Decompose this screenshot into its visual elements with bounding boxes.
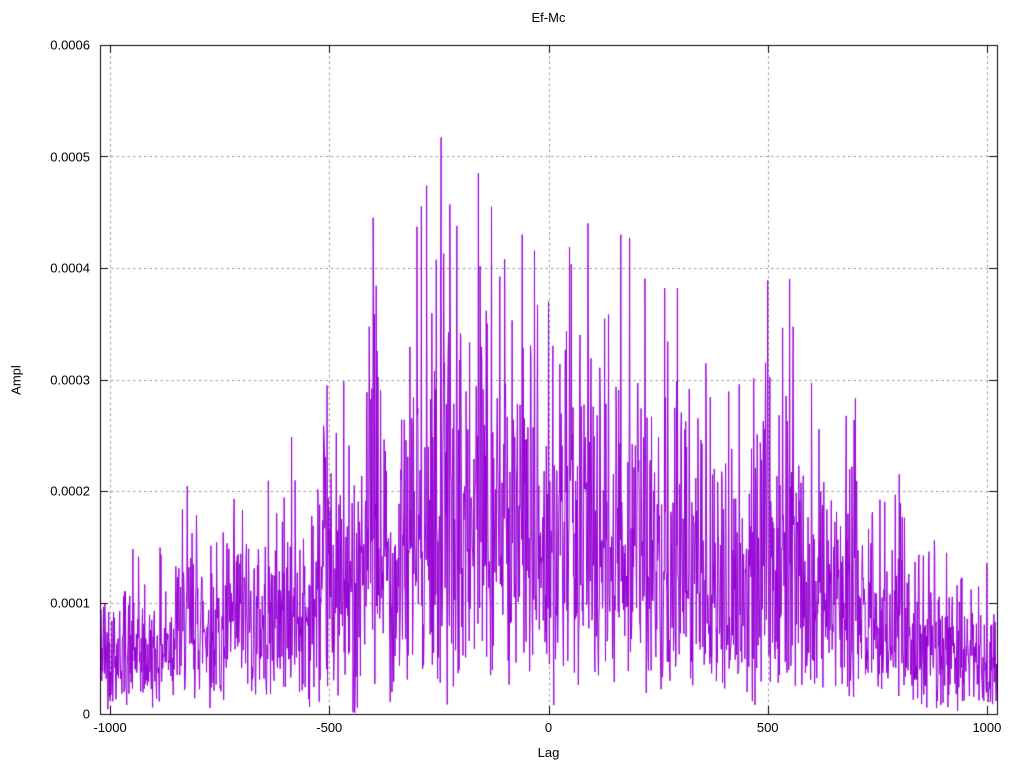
chart-title: Ef-Mc <box>531 10 566 25</box>
x-tick-label: -500 <box>316 720 343 735</box>
x-tick-label: 1000 <box>972 720 1002 735</box>
x-tick-label: 500 <box>756 720 779 735</box>
x-axis-label: Lag <box>537 745 560 760</box>
y-tick-label: 0 <box>82 706 90 722</box>
y-tick-label: 0.0004 <box>50 260 90 276</box>
x-tick-label: -1000 <box>93 720 127 735</box>
y-tick-label: 0.0003 <box>50 372 90 387</box>
y-tick-label: 0.0006 <box>50 37 90 53</box>
y-tick-label: 0.0005 <box>50 149 90 164</box>
y-tick-label: 0.0002 <box>50 483 90 499</box>
y-tick-label: 0.0001 <box>50 595 90 610</box>
x-tick-label: 0 <box>544 720 553 735</box>
